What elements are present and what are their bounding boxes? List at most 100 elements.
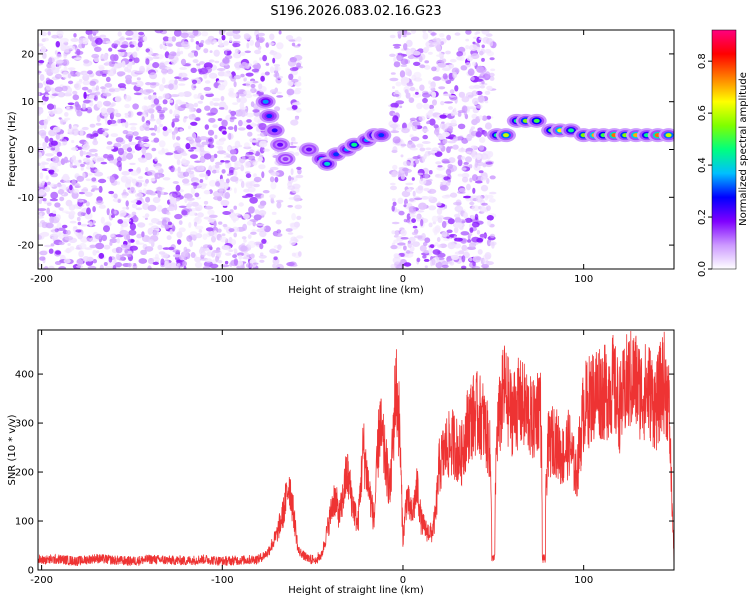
noise-blob (252, 80, 259, 84)
noise-blob (258, 123, 267, 131)
noise-blob (441, 260, 449, 267)
noise-blob (247, 234, 252, 240)
noise-blob (58, 241, 65, 246)
noise-blob (157, 174, 165, 178)
noise-blob (145, 196, 151, 203)
noise-blob (207, 143, 211, 148)
noise-blob (195, 41, 200, 45)
noise-blob (490, 68, 496, 72)
noise-blob (78, 199, 84, 203)
noise-blob (462, 176, 469, 183)
noise-blob (467, 239, 472, 243)
noise-blob (125, 30, 134, 36)
noise-blob (276, 91, 282, 95)
noise-blob (117, 147, 124, 156)
noise-blob (392, 136, 401, 144)
noise-blob (245, 81, 251, 88)
noise-blob (129, 162, 136, 166)
noise-blob (486, 115, 492, 120)
noise-blob (394, 230, 400, 237)
noise-blob (38, 129, 47, 136)
noise-blob (457, 159, 463, 167)
noise-blob (148, 127, 156, 131)
noise-blob (245, 173, 252, 179)
noise-blob (245, 93, 253, 99)
noise-blob (214, 60, 220, 64)
noise-blob (491, 241, 495, 249)
noise-blob (194, 192, 200, 198)
noise-blob (427, 178, 433, 182)
noise-blob (205, 258, 213, 263)
noise-blob (73, 226, 78, 229)
noise-blob (50, 147, 55, 151)
noise-blob (465, 45, 470, 50)
noise-blob (178, 227, 186, 233)
noise-blob (428, 195, 434, 200)
noise-blob (67, 102, 75, 106)
noise-blob (172, 249, 181, 253)
noise-blob (468, 44, 478, 51)
noise-blob (153, 98, 160, 105)
colorbar-tick-label: 0.6 (697, 105, 708, 121)
noise-blob (414, 158, 420, 164)
noise-blob (114, 95, 122, 103)
noise-blob (110, 102, 116, 107)
noise-blob (193, 50, 199, 57)
noise-blob (181, 152, 188, 156)
noise-blob (116, 238, 121, 244)
noise-blob (273, 256, 278, 261)
noise-blob (208, 138, 213, 142)
y-tick-label: 20 (21, 49, 34, 60)
noise-blob (124, 181, 131, 189)
noise-blob (253, 214, 262, 221)
noise-blob (253, 176, 262, 183)
noise-blob (435, 261, 443, 269)
noise-blob (42, 141, 48, 148)
noise-blob (95, 200, 104, 205)
y-tick-label: 100 (15, 517, 34, 528)
noise-blob (57, 189, 65, 195)
noise-blob (153, 137, 160, 143)
noise-blob (248, 206, 255, 214)
noise-blob (393, 239, 399, 244)
noise-blob (272, 57, 276, 64)
noise-blob (474, 160, 478, 168)
noise-blob (161, 68, 168, 74)
noise-blob (69, 246, 75, 251)
noise-blob (447, 242, 456, 250)
noise-blob (141, 116, 145, 123)
noise-blob (474, 180, 483, 184)
noise-blob (150, 177, 156, 182)
noise-blob (124, 103, 131, 109)
noise-blob (392, 198, 396, 202)
noise-blob (476, 65, 484, 73)
noise-blob (131, 211, 137, 216)
noise-blob (422, 97, 428, 104)
noise-blob (103, 100, 111, 107)
noise-blob (217, 260, 223, 264)
noise-blob (489, 191, 497, 195)
noise-blob (82, 103, 86, 110)
noise-blob (149, 82, 157, 86)
noise-blob (186, 235, 193, 242)
noise-blob (137, 222, 146, 228)
noise-blob (393, 56, 397, 63)
noise-blob (476, 161, 485, 166)
noise-blob (95, 85, 100, 91)
noise-blob (465, 61, 471, 68)
noise-blob (82, 157, 91, 163)
noise-blob (469, 257, 473, 262)
noise-blob (399, 70, 406, 78)
noise-blob (84, 212, 93, 220)
noise-blob (190, 67, 197, 74)
noise-blob (62, 233, 69, 237)
noise-blob (258, 140, 268, 148)
noise-blob (82, 143, 90, 150)
noise-blob (82, 80, 90, 86)
noise-blob (214, 134, 218, 139)
noise-blob (38, 263, 42, 267)
noise-blob (126, 152, 134, 160)
noise-blob (78, 79, 83, 82)
noise-blob (421, 128, 429, 133)
